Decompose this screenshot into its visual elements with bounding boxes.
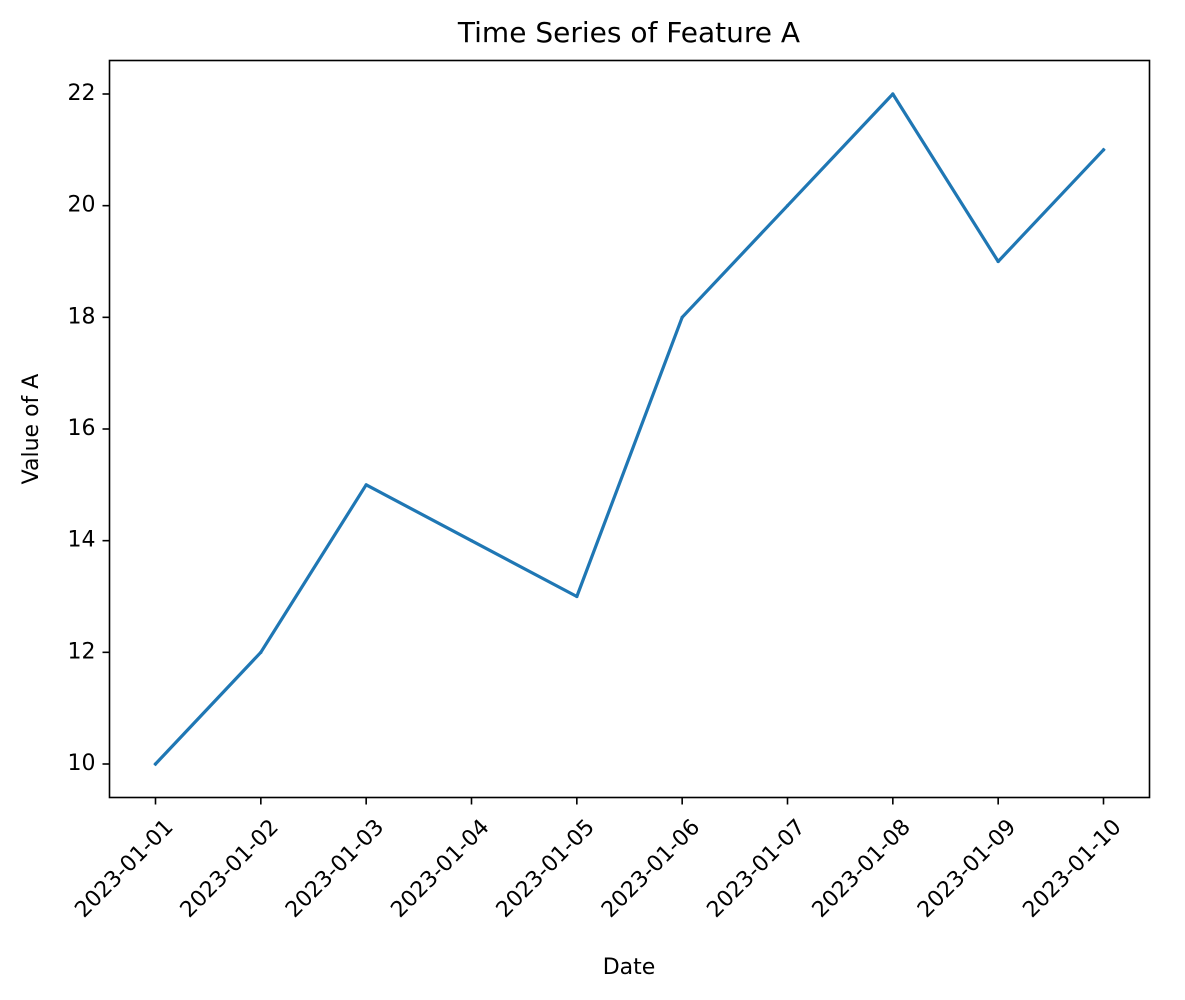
y-tick-label: 14 <box>68 528 96 553</box>
data-point <box>153 762 158 766</box>
series-line <box>153 92 1106 767</box>
y-tick-label: 12 <box>68 639 96 664</box>
y-axis-label: Value of A <box>19 374 44 485</box>
y-axis-ticks: 10 12 14 16 18 20 22 <box>68 81 110 776</box>
y-tick-label: 10 <box>68 751 96 776</box>
plot-area-frame <box>108 59 1151 799</box>
data-point <box>785 204 790 208</box>
chart-title: Time Series of Feature A <box>457 16 800 49</box>
data-point <box>469 539 474 543</box>
data-point <box>575 594 579 599</box>
y-tick-label: 16 <box>68 416 96 441</box>
series-layer <box>153 92 1106 767</box>
data-point <box>891 92 895 96</box>
data-point <box>1101 148 1106 152</box>
data-point <box>259 650 263 654</box>
x-axis-label: Date <box>603 955 656 980</box>
data-point <box>364 483 368 487</box>
data-point <box>996 259 1000 264</box>
data-point <box>680 315 684 319</box>
y-tick-label: 20 <box>68 193 96 218</box>
y-tick-label: 22 <box>68 81 96 106</box>
y-tick-label: 18 <box>68 304 96 329</box>
